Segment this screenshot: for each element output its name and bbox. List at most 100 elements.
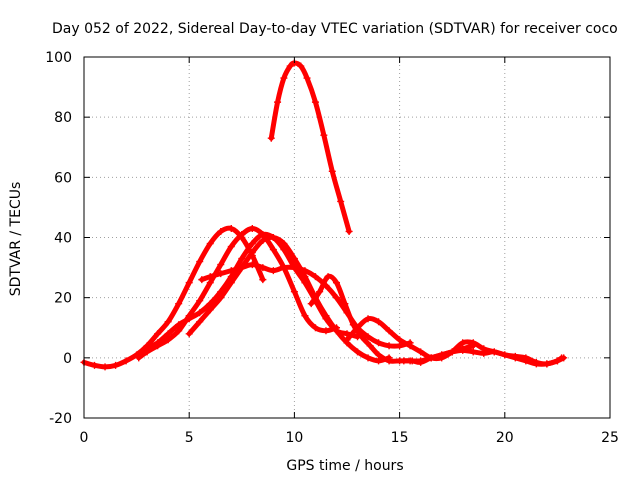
data-point: [328, 167, 336, 175]
data-point: [259, 264, 267, 272]
y-tick-label: 60: [54, 170, 72, 186]
x-tick-label: 10: [285, 430, 303, 446]
data-point: [301, 267, 309, 275]
data-point: [322, 312, 330, 320]
data-point: [206, 279, 214, 287]
x-axis-label: GPS time / hours: [286, 458, 403, 474]
data-point: [122, 357, 130, 365]
data-point: [259, 237, 267, 245]
data-point: [354, 324, 362, 332]
data-point: [196, 309, 204, 317]
data-point: [227, 267, 235, 275]
data-point: [320, 131, 328, 139]
data-point: [206, 240, 214, 248]
series-layer: [80, 59, 568, 371]
data-point: [217, 270, 225, 278]
data-point: [396, 342, 404, 350]
data-point: [175, 300, 183, 308]
data-point: [91, 361, 99, 369]
data-point: [459, 346, 467, 354]
x-tick-label: 0: [80, 430, 89, 446]
data-point: [459, 339, 467, 347]
data-point: [154, 330, 162, 338]
x-tick-label: 20: [496, 430, 514, 446]
data-point: [196, 318, 204, 326]
data-point: [427, 354, 435, 362]
chart-title: Day 052 of 2022, Sidereal Day-to-day VTE…: [52, 21, 618, 37]
data-point: [364, 354, 372, 362]
data-point: [316, 288, 324, 296]
y-tick-label: 20: [54, 291, 72, 307]
data-point: [364, 333, 372, 341]
data-point: [396, 336, 404, 344]
data-point: [408, 357, 416, 365]
data-point: [164, 318, 172, 326]
data-point: [337, 197, 345, 205]
data-point: [248, 249, 256, 257]
data-point: [154, 339, 162, 347]
data-point: [311, 98, 319, 106]
data-point: [198, 276, 206, 284]
data-point: [345, 227, 353, 235]
data-point: [307, 300, 315, 308]
data-point: [259, 276, 267, 284]
data-point: [400, 357, 408, 365]
data-point: [238, 230, 246, 238]
data-point: [311, 324, 319, 332]
data-point: [290, 288, 298, 296]
data-point: [417, 358, 425, 366]
data-point: [196, 258, 204, 266]
data-point: [227, 224, 235, 232]
data-point: [269, 246, 277, 254]
data-point: [217, 261, 225, 269]
data-point: [366, 342, 374, 350]
data-point: [354, 348, 362, 356]
data-point: [248, 261, 256, 269]
data-point: [322, 327, 330, 335]
data-point: [280, 240, 288, 248]
data-point: [448, 348, 456, 356]
data-point: [332, 279, 340, 287]
data-point: [206, 273, 214, 281]
data-point: [364, 315, 372, 323]
data-point: [164, 336, 172, 344]
data-point: [417, 348, 425, 356]
data-point: [332, 327, 340, 335]
data-point: [274, 98, 282, 106]
data-point: [341, 300, 349, 308]
data-point: [375, 339, 383, 347]
data-point: [406, 342, 414, 350]
data-point: [269, 267, 277, 275]
data-point: [280, 74, 288, 82]
data-point: [301, 273, 309, 281]
data-point: [185, 330, 193, 338]
data-point: [248, 240, 256, 248]
data-point: [522, 354, 530, 362]
data-point: [280, 264, 288, 272]
series-arc-6: [268, 60, 352, 234]
data-point: [301, 312, 309, 320]
data-point: [217, 227, 225, 235]
data-point: [385, 342, 393, 350]
x-tick-label: 15: [391, 430, 409, 446]
data-point: [196, 297, 204, 305]
data-point: [375, 357, 383, 365]
y-tick-label: 80: [54, 110, 72, 126]
data-point: [501, 351, 509, 359]
data-point: [532, 358, 540, 366]
data-point: [375, 351, 383, 359]
y-tick-label: 0: [63, 351, 72, 367]
data-point: [311, 273, 319, 281]
data-point: [375, 318, 383, 326]
data-point: [135, 354, 143, 362]
data-point: [164, 330, 172, 338]
data-point: [558, 354, 566, 362]
data-point: [490, 348, 498, 356]
data-point: [259, 230, 267, 238]
data-point: [143, 345, 151, 353]
data-point: [175, 321, 183, 329]
data-point: [185, 279, 193, 287]
data-point: [385, 327, 393, 335]
data-point: [349, 321, 357, 329]
